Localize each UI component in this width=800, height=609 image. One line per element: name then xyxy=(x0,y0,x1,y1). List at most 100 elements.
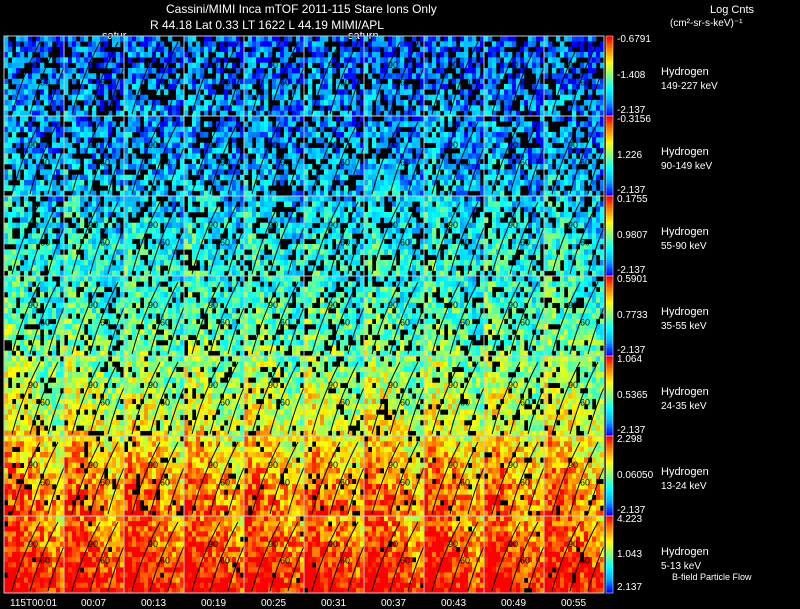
heatmap-cell xyxy=(56,169,61,175)
heatmap-cell xyxy=(52,185,57,191)
heatmap-cell xyxy=(444,196,449,202)
heatmap-cell xyxy=(328,174,333,181)
heatmap-cell xyxy=(52,174,57,181)
heatmap-cell xyxy=(396,148,401,154)
heatmap-cell xyxy=(548,169,553,175)
heatmap-cell xyxy=(556,62,561,69)
heatmap-cell xyxy=(464,94,469,101)
heatmap-cell xyxy=(72,68,77,74)
heatmap-cell xyxy=(424,158,429,165)
heatmap-cell xyxy=(452,265,457,271)
heatmap-cell xyxy=(324,94,329,101)
heatmap-cell xyxy=(280,158,285,165)
heatmap-cell xyxy=(164,270,169,277)
heatmap-cell xyxy=(368,73,373,79)
heatmap-cell xyxy=(224,265,229,271)
heatmap-cell xyxy=(512,84,517,90)
heatmap-cell xyxy=(300,41,305,47)
heatmap-cell xyxy=(372,153,377,159)
colorbar-segment xyxy=(606,54,613,57)
heatmap-cell xyxy=(116,174,121,181)
heatmap-cell xyxy=(268,217,273,223)
heatmap-cell xyxy=(472,233,477,239)
heatmap-cell xyxy=(516,57,521,63)
heatmap-cell xyxy=(300,174,305,181)
heatmap-cell xyxy=(8,62,13,69)
heatmap-cell xyxy=(324,217,329,223)
heatmap-cell xyxy=(24,142,29,149)
heatmap-cell xyxy=(452,78,457,85)
contour-line xyxy=(329,121,359,195)
heatmap-cell xyxy=(428,222,433,229)
heatmap-cell xyxy=(492,222,497,229)
heatmap-cell xyxy=(316,57,321,63)
heatmap-cell xyxy=(120,249,125,255)
heatmap-cell xyxy=(176,116,181,122)
heatmap-cell xyxy=(28,265,33,271)
heatmap-cell xyxy=(400,89,405,95)
heatmap-cell xyxy=(348,52,353,58)
heatmap-cell xyxy=(292,201,297,207)
heatmap-cell xyxy=(276,254,281,261)
heatmap-cell xyxy=(128,254,133,261)
heatmap-cell xyxy=(356,270,361,277)
heatmap-cell xyxy=(536,126,541,133)
heatmap-cell xyxy=(120,57,125,63)
heatmap-cell xyxy=(492,94,497,101)
heatmap-cell xyxy=(428,116,433,122)
heatmap-cell xyxy=(16,100,21,106)
heatmap-cell xyxy=(492,68,497,74)
heatmap-cell xyxy=(36,158,41,165)
heatmap-cell xyxy=(420,100,425,106)
heatmap-cell xyxy=(424,94,429,101)
heatmap-cell xyxy=(84,57,89,63)
heatmap-cell xyxy=(44,260,49,266)
heatmap-cell xyxy=(296,73,301,79)
heatmap-cell xyxy=(104,84,109,90)
heatmap-cell xyxy=(556,158,561,165)
heatmap-cell xyxy=(388,105,393,111)
heatmap-cell xyxy=(568,126,573,133)
heatmap-cell xyxy=(216,212,221,218)
heatmap-cell xyxy=(472,105,477,111)
heatmap-cell xyxy=(112,153,117,159)
heatmap-cell xyxy=(464,153,469,159)
heatmap-cell xyxy=(596,52,601,58)
heatmap-cell xyxy=(388,228,393,234)
heatmap-cell xyxy=(424,201,429,207)
heatmap-cell xyxy=(432,180,437,186)
heatmap-cell xyxy=(468,116,473,122)
heatmap-cell xyxy=(312,68,317,74)
heatmap-cell xyxy=(460,217,465,223)
heatmap-cell xyxy=(552,62,557,69)
heatmap-cell xyxy=(392,142,397,149)
heatmap-cell xyxy=(164,121,169,127)
heatmap-cell xyxy=(128,265,133,271)
heatmap-cell xyxy=(140,36,145,42)
heatmap-cell xyxy=(12,153,17,159)
heatmap-cell xyxy=(128,78,133,85)
heatmap-cell xyxy=(376,36,381,42)
heatmap-cell xyxy=(544,137,549,143)
heatmap-cell xyxy=(180,158,185,165)
heatmap-cell xyxy=(80,244,85,250)
heatmap-cell xyxy=(124,174,129,181)
heatmap-cell xyxy=(452,137,457,143)
heatmap-cell xyxy=(184,36,189,42)
heatmap-cell xyxy=(288,84,293,90)
heatmap-cell xyxy=(592,148,597,154)
heatmap-cell xyxy=(496,41,501,47)
heatmap-cell xyxy=(216,196,221,202)
heatmap-cell xyxy=(492,180,497,186)
heatmap-cell xyxy=(364,228,369,234)
heatmap-cell xyxy=(464,142,469,149)
heatmap-cell xyxy=(600,41,605,47)
heatmap-cell xyxy=(92,132,97,138)
heatmap-cell xyxy=(340,126,345,133)
heatmap-cell xyxy=(260,180,265,186)
heatmap-cell xyxy=(272,137,277,143)
heatmap-cell xyxy=(120,164,125,170)
heatmap-cell xyxy=(36,41,41,47)
heatmap-cell xyxy=(484,244,489,250)
heatmap-cell xyxy=(236,36,241,42)
